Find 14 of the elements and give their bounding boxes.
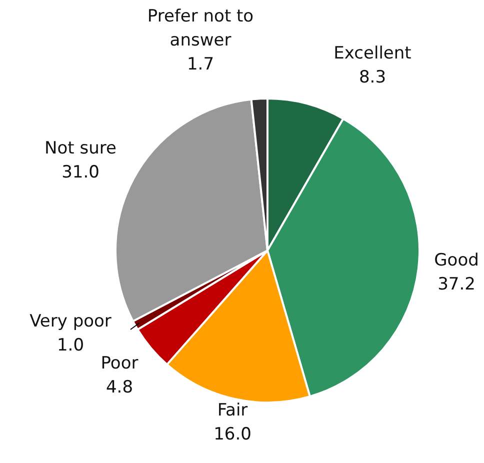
data-label: 16.0 [214, 424, 252, 444]
data-label: 8.3 [358, 68, 386, 88]
data-label: 31.0 [62, 162, 100, 182]
data-label: 4.8 [106, 378, 134, 398]
data-label: 1.7 [186, 54, 214, 74]
data-label: 37.2 [438, 274, 476, 294]
data-label: 1.0 [56, 336, 84, 356]
slice-label: Prefer not to answer [147, 6, 254, 50]
slice-label: Excellent [334, 44, 412, 64]
slice-label: Not sure [44, 138, 116, 158]
slice-label: Good [434, 250, 479, 270]
slice-label: Very poor [30, 312, 112, 332]
slice-label: Fair [217, 400, 248, 420]
slice-label: Poor [100, 354, 138, 374]
